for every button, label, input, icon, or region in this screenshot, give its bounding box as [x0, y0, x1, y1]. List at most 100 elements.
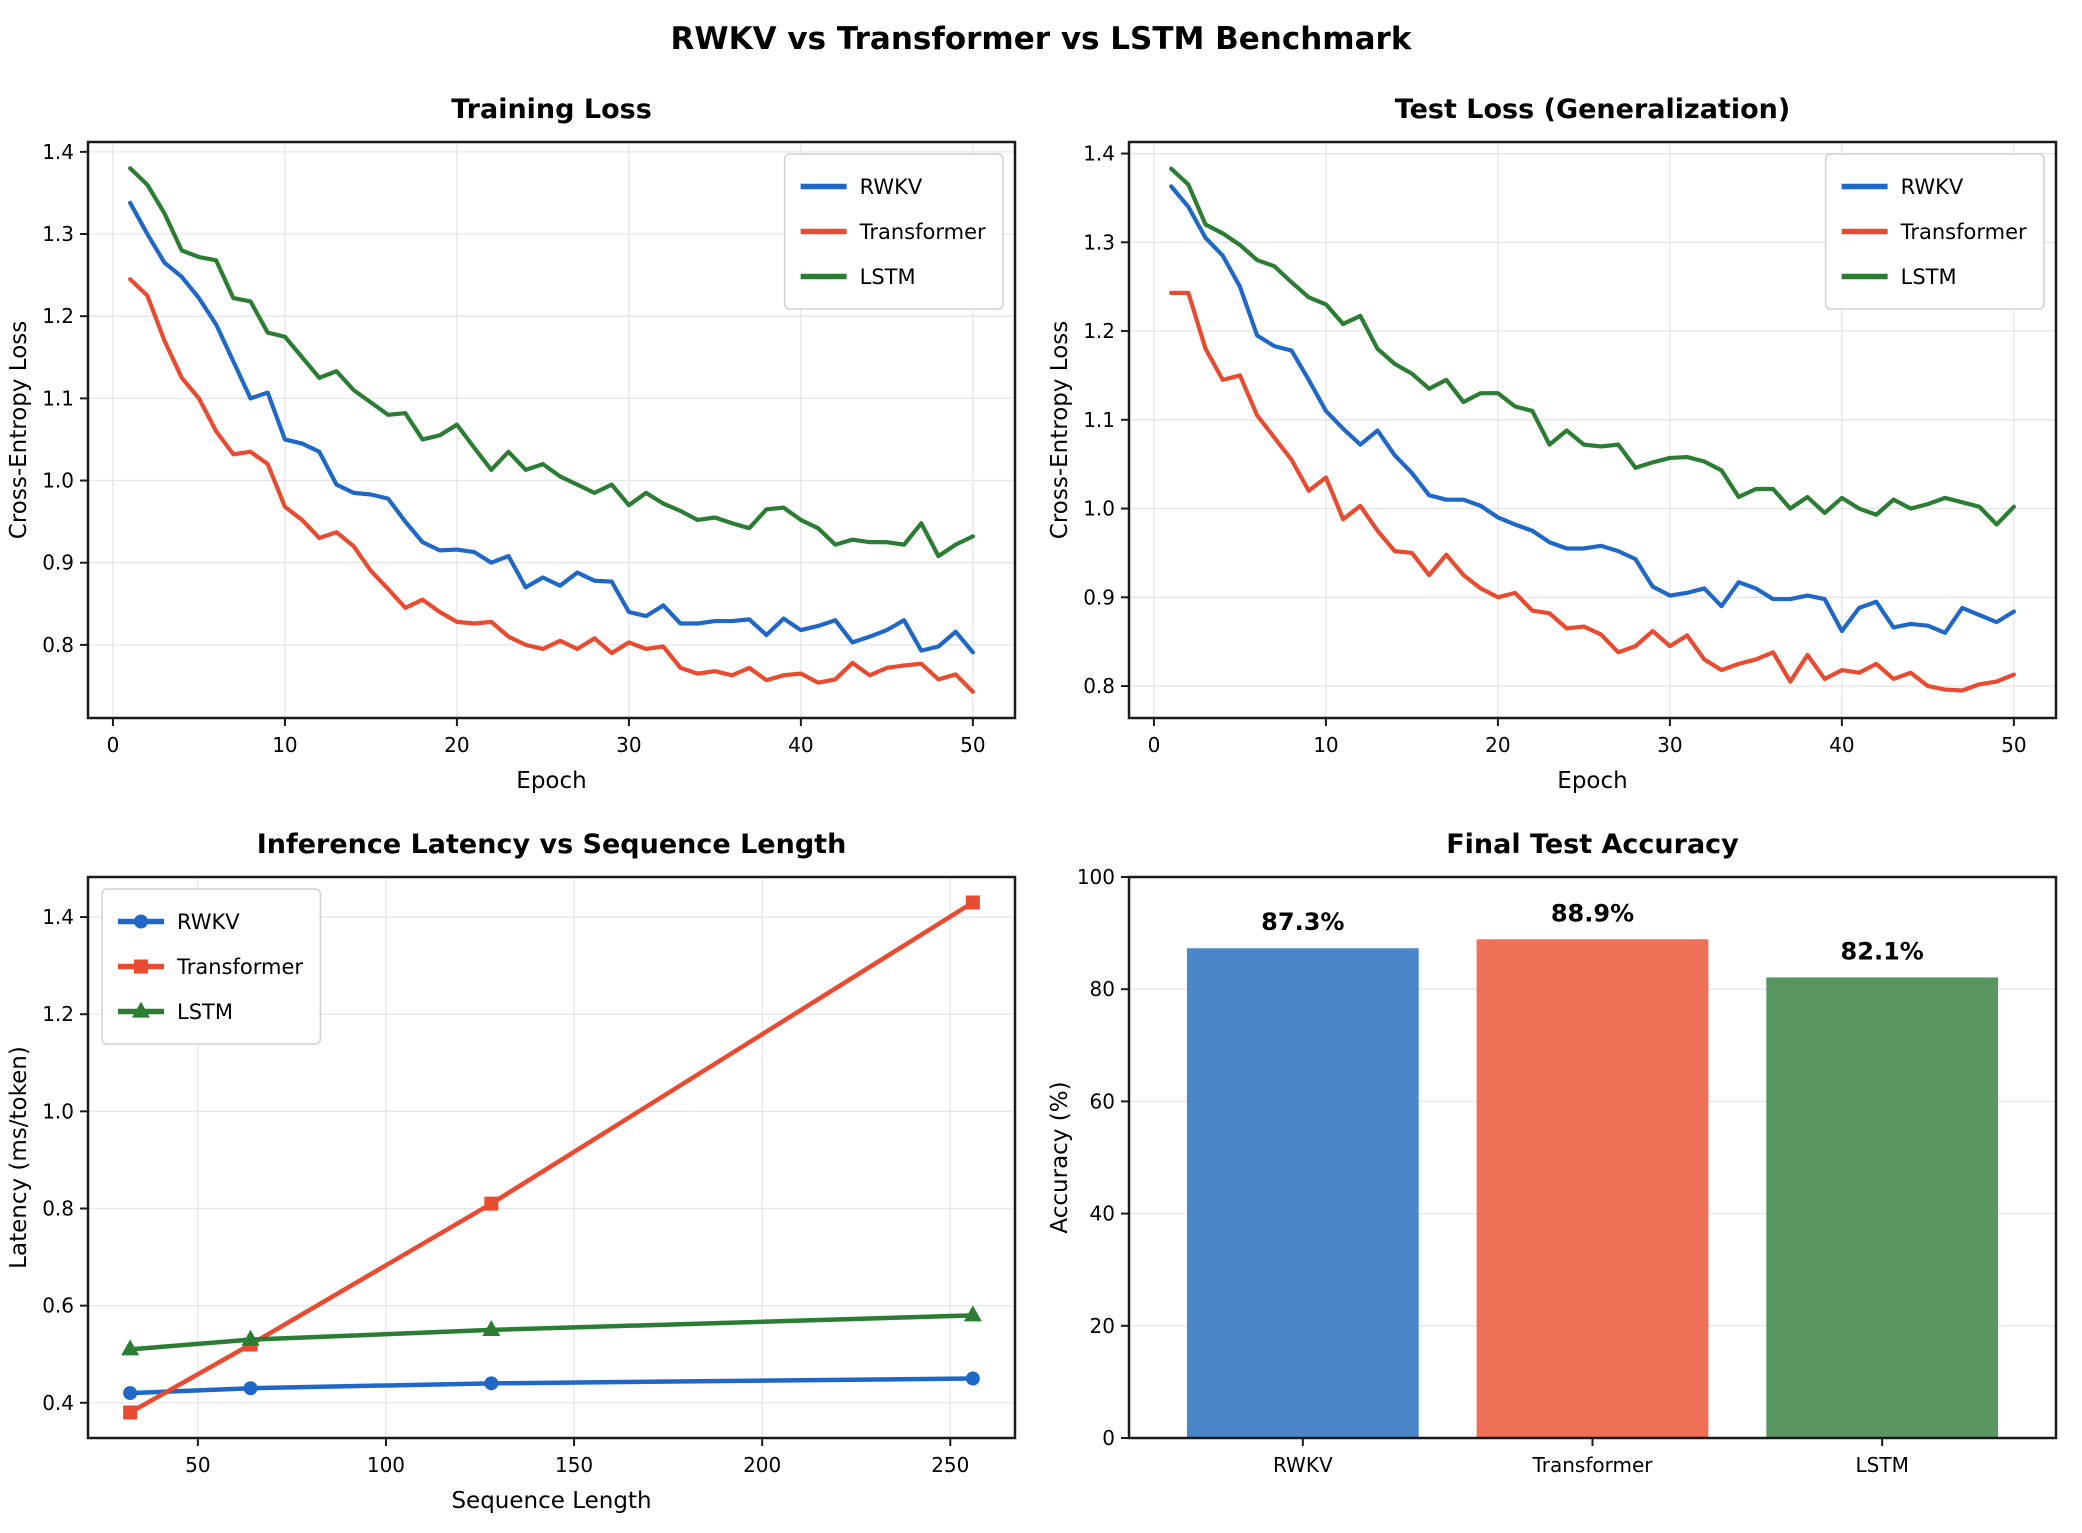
- svg-text:1.3: 1.3: [42, 222, 74, 246]
- ticks: 0 20 40 60 80 100 RWKV Transformer LSTM: [1077, 865, 1909, 1477]
- svg-text:RWKV: RWKV: [1273, 1453, 1333, 1477]
- training-loss-chart: 0.8 0.9 1.0 1.1 1.2 1.3 1.4 0 10 20 30 40 50 Training…: [6, 94, 1017, 794]
- svg-text:0.6: 0.6: [42, 1294, 74, 1318]
- plot-data: [1169, 166, 2016, 693]
- x-axis-label: Epoch: [516, 768, 586, 794]
- series-line-RWKV: [1169, 184, 2016, 635]
- svg-text:LSTM: LSTM: [177, 1000, 233, 1024]
- legend: RWKV Transformer LSTM: [101, 888, 322, 1045]
- svg-text:Transformer: Transformer: [1900, 220, 2027, 244]
- x-axis-label: Epoch: [1557, 768, 1627, 794]
- test-loss-chart: 0.8 0.9 1.0 1.1 1.2 1.3 1.4 0 10 20 30 40 50 Test Los…: [1047, 94, 2058, 794]
- svg-text:0.8: 0.8: [42, 633, 74, 657]
- chart-title: Training Loss: [451, 94, 652, 125]
- series-line-RWKV: [127, 1376, 976, 1396]
- svg-text:1.3: 1.3: [1083, 230, 1115, 254]
- svg-text:1.1: 1.1: [42, 386, 74, 410]
- svg-text:RWKV: RWKV: [177, 910, 240, 934]
- inference-latency-chart: 0.4 0.6 0.8 1.0 1.2 1.4 50 100 150 200 250 Inferenc…: [6, 829, 1017, 1514]
- svg-text:1.1: 1.1: [1083, 408, 1115, 432]
- svg-text:1.0: 1.0: [1083, 497, 1115, 521]
- figure-title: RWKV vs Transformer vs LSTM Benchmark: [670, 21, 1412, 57]
- svg-text:RWKV: RWKV: [860, 175, 923, 199]
- bar-value-label: 87.3%: [1261, 908, 1344, 936]
- svg-text:20: 20: [1090, 1314, 1115, 1338]
- svg-text:1.0: 1.0: [42, 1099, 74, 1123]
- svg-text:40: 40: [1829, 733, 1854, 757]
- plot-data: 87.3% 88.9% 82.1%: [1186, 899, 1999, 1438]
- svg-text:50: 50: [2001, 733, 2026, 757]
- svg-text:250: 250: [931, 1453, 969, 1477]
- svg-text:100: 100: [367, 1453, 405, 1477]
- svg-text:100: 100: [1077, 865, 1115, 889]
- svg-text:50: 50: [185, 1453, 210, 1477]
- grid: [88, 877, 1015, 1438]
- chart-title: Inference Latency vs Sequence Length: [257, 829, 847, 860]
- svg-text:50: 50: [960, 733, 985, 757]
- legend: RWKV Transformer LSTM: [783, 153, 1004, 310]
- svg-text:0: 0: [1102, 1426, 1115, 1450]
- svg-text:60: 60: [1090, 1089, 1115, 1113]
- svg-text:1.4: 1.4: [1083, 142, 1115, 166]
- svg-text:40: 40: [1090, 1202, 1115, 1226]
- svg-text:0.8: 0.8: [1083, 674, 1115, 698]
- series-line-LSTM: [1169, 166, 2016, 527]
- ticks: 0.4 0.6 0.8 1.0 1.2 1.4 50 100 150 200 250: [42, 905, 969, 1477]
- svg-text:Transformer: Transformer: [1531, 1453, 1653, 1477]
- bar-value-label: 82.1%: [1841, 937, 1924, 965]
- legend: RWKV Transformer LSTM: [1824, 153, 2045, 310]
- cell-inference-latency: 0.4 0.6 0.8 1.0 1.2 1.4 50 100 150 200 250 Inferenc…: [0, 813, 1041, 1533]
- bar-LSTM: [1766, 977, 1999, 1438]
- svg-text:10: 10: [272, 733, 297, 757]
- chart-title: Final Test Accuracy: [1446, 829, 1739, 860]
- axes-spines: [86, 140, 1017, 720]
- svg-text:LSTM: LSTM: [860, 265, 916, 289]
- bar-Transformer: [1476, 939, 1709, 1438]
- cell-final-accuracy: 87.3% 88.9% 82.1% 0 20 40 60 80 100 RWKV Transform…: [1041, 813, 2082, 1533]
- series-line-RWKV: [128, 200, 975, 655]
- y-axis-label: Latency (ms/token): [6, 1046, 32, 1269]
- cell-test-loss: 0.8 0.9 1.0 1.1 1.2 1.3 1.4 0 10 20 30 40 50 Test Los…: [1041, 78, 2082, 817]
- svg-text:10: 10: [1313, 733, 1338, 757]
- series-line-Transformer: [127, 900, 976, 1415]
- svg-text:30: 30: [616, 733, 641, 757]
- svg-text:40: 40: [788, 733, 813, 757]
- svg-text:150: 150: [555, 1453, 593, 1477]
- svg-text:LSTM: LSTM: [1856, 1453, 1909, 1477]
- svg-text:0.9: 0.9: [42, 551, 74, 575]
- svg-text:1.2: 1.2: [42, 304, 74, 328]
- plot-data: [128, 166, 975, 694]
- svg-text:0.8: 0.8: [42, 1197, 74, 1221]
- cell-training-loss: 0.8 0.9 1.0 1.1 1.2 1.3 1.4 0 10 20 30 40 50 Training…: [0, 78, 1041, 817]
- series-line-Transformer: [128, 277, 975, 694]
- svg-text:1.4: 1.4: [42, 905, 74, 929]
- svg-text:0: 0: [1148, 733, 1161, 757]
- svg-text:20: 20: [444, 733, 469, 757]
- plot-data: [121, 895, 982, 1420]
- svg-text:0: 0: [107, 733, 120, 757]
- axes-spines: [1127, 140, 2058, 720]
- ticks: 0.8 0.9 1.0 1.1 1.2 1.3 1.4 0 10 20 30 40 50: [1083, 142, 2026, 757]
- svg-text:0.9: 0.9: [1083, 585, 1115, 609]
- svg-text:LSTM: LSTM: [1901, 265, 1957, 289]
- svg-text:RWKV: RWKV: [1901, 175, 1964, 199]
- x-axis-label: Sequence Length: [451, 1488, 651, 1514]
- svg-text:0.4: 0.4: [42, 1391, 74, 1415]
- series-line-LSTM: [127, 1313, 976, 1352]
- svg-text:1.0: 1.0: [42, 469, 74, 493]
- svg-text:30: 30: [1657, 733, 1682, 757]
- y-axis-label: Cross-Entropy Loss: [1047, 321, 1073, 539]
- series-line-Transformer: [1169, 290, 2016, 693]
- axes-spines: [86, 875, 1017, 1440]
- svg-text:1.2: 1.2: [1083, 319, 1115, 343]
- ticks: 0.8 0.9 1.0 1.1 1.2 1.3 1.4 0 10 20 30 40 50: [42, 140, 985, 757]
- svg-text:80: 80: [1090, 977, 1115, 1001]
- chart-title: Test Loss (Generalization): [1395, 94, 1790, 125]
- y-axis-label: Cross-Entropy Loss: [6, 321, 32, 539]
- series-line-LSTM: [128, 166, 975, 559]
- svg-text:1.2: 1.2: [42, 1002, 74, 1026]
- bar-value-label: 88.9%: [1551, 899, 1634, 927]
- final-accuracy-chart: 87.3% 88.9% 82.1% 0 20 40 60 80 100 RWKV Transform…: [1047, 829, 2058, 1477]
- bar-RWKV: [1186, 948, 1419, 1438]
